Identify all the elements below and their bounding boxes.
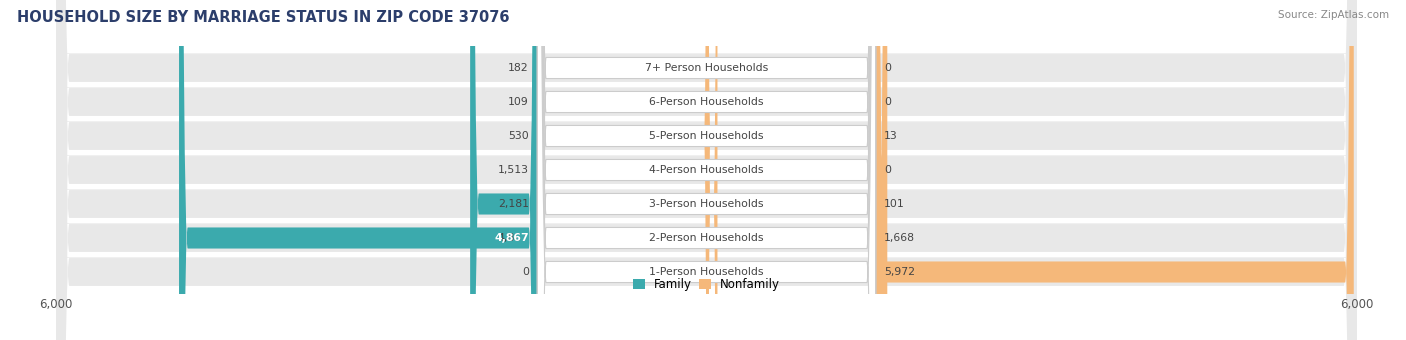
Legend: Family, Nonfamily: Family, Nonfamily [633, 278, 780, 291]
Text: 0: 0 [884, 97, 891, 107]
Text: 4-Person Households: 4-Person Households [650, 165, 763, 175]
Text: 5,972: 5,972 [884, 267, 915, 277]
FancyBboxPatch shape [56, 0, 1357, 340]
Text: 13: 13 [884, 131, 898, 141]
Text: 109: 109 [508, 97, 529, 107]
Text: 182: 182 [508, 63, 529, 73]
FancyBboxPatch shape [876, 0, 1354, 340]
Text: 2-Person Households: 2-Person Households [650, 233, 763, 243]
Text: 4,867: 4,867 [494, 233, 529, 243]
FancyBboxPatch shape [537, 0, 876, 340]
FancyBboxPatch shape [56, 0, 1357, 340]
Text: 4,867: 4,867 [498, 233, 529, 243]
FancyBboxPatch shape [537, 0, 876, 340]
FancyBboxPatch shape [56, 0, 1357, 340]
FancyBboxPatch shape [537, 0, 876, 340]
Text: 101: 101 [884, 199, 905, 209]
Text: 7+ Person Households: 7+ Person Households [645, 63, 768, 73]
Text: 5-Person Households: 5-Person Households [650, 131, 763, 141]
FancyBboxPatch shape [703, 0, 711, 340]
Text: 530: 530 [508, 131, 529, 141]
Text: 3-Person Households: 3-Person Households [650, 199, 763, 209]
FancyBboxPatch shape [537, 0, 876, 340]
FancyBboxPatch shape [179, 0, 537, 340]
Text: 0: 0 [884, 63, 891, 73]
Text: 6-Person Households: 6-Person Households [650, 97, 763, 107]
Text: 1-Person Households: 1-Person Households [650, 267, 763, 277]
FancyBboxPatch shape [537, 0, 876, 340]
Text: Source: ZipAtlas.com: Source: ZipAtlas.com [1278, 10, 1389, 20]
Text: HOUSEHOLD SIZE BY MARRIAGE STATUS IN ZIP CODE 37076: HOUSEHOLD SIZE BY MARRIAGE STATUS IN ZIP… [17, 10, 509, 25]
Text: 0: 0 [522, 267, 529, 277]
FancyBboxPatch shape [470, 0, 537, 340]
FancyBboxPatch shape [56, 0, 1357, 340]
FancyBboxPatch shape [537, 0, 876, 340]
Text: 0: 0 [884, 165, 891, 175]
FancyBboxPatch shape [56, 0, 1357, 340]
FancyBboxPatch shape [56, 0, 1357, 340]
FancyBboxPatch shape [537, 0, 876, 340]
Text: 1,668: 1,668 [884, 233, 915, 243]
FancyBboxPatch shape [56, 0, 1357, 340]
Text: 1,513: 1,513 [498, 165, 529, 175]
FancyBboxPatch shape [707, 0, 717, 340]
FancyBboxPatch shape [876, 0, 887, 340]
Text: 2,181: 2,181 [498, 199, 529, 209]
